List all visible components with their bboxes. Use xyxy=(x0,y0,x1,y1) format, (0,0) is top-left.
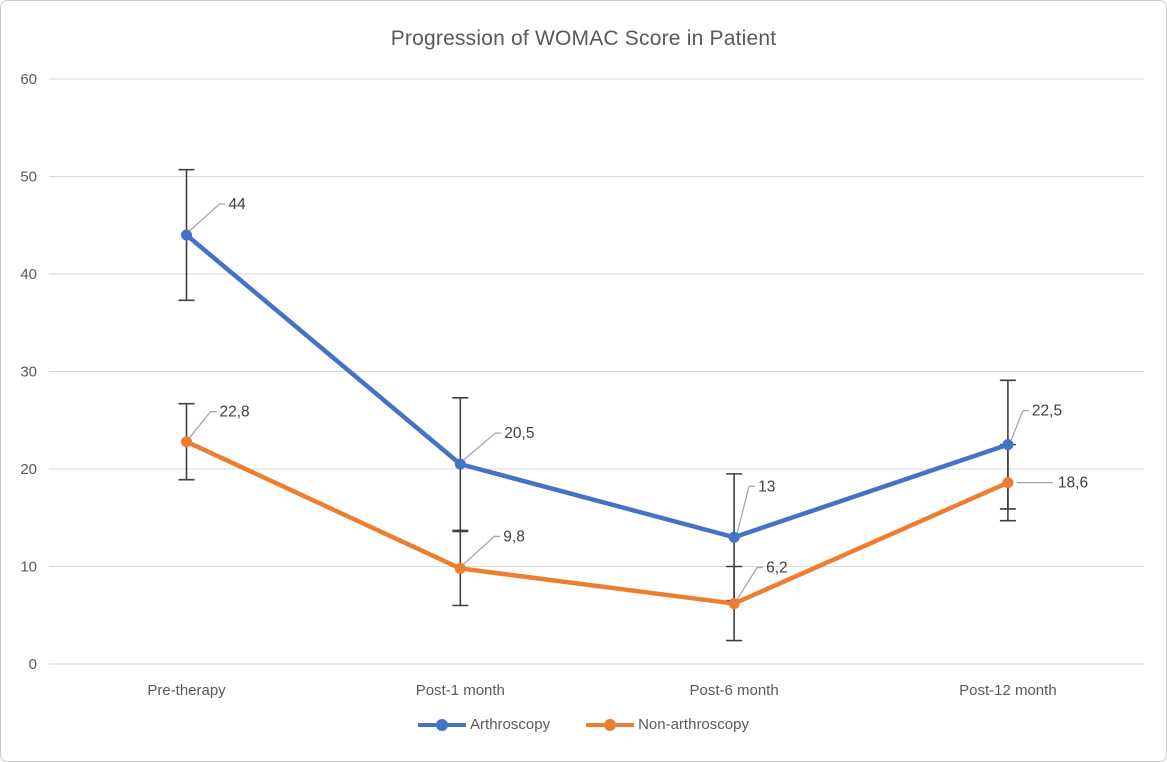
data-point-marker xyxy=(728,598,740,610)
data-label: 13 xyxy=(758,478,775,495)
data-label: 22,8 xyxy=(220,404,250,421)
legend-line-marker-icon xyxy=(586,718,635,731)
data-label-leader xyxy=(736,566,764,600)
data-label-leader xyxy=(1010,409,1029,441)
data-label: 9,8 xyxy=(503,528,525,545)
legend-line-marker-icon xyxy=(418,718,467,731)
data-point-marker xyxy=(454,562,466,574)
data-label: 44 xyxy=(229,196,247,213)
data-point-marker xyxy=(181,436,192,448)
y-axis-tick-label: 60 xyxy=(20,71,37,88)
data-label-leader xyxy=(462,432,502,461)
data-point-marker xyxy=(454,458,466,470)
chart-title: Progression of WOMAC Score in Patient xyxy=(390,27,777,50)
x-axis-category-label: Pre-therapy xyxy=(147,682,226,699)
legend-label: Arthroscopy xyxy=(470,716,551,733)
data-label: 20,5 xyxy=(504,425,534,442)
data-label-leader xyxy=(462,535,501,565)
y-axis-tick-label: 50 xyxy=(20,169,37,186)
legend-item-non-arthroscopy: Non-arthroscopy xyxy=(586,716,749,733)
series-line-arthroscopy xyxy=(184,232,1011,540)
legend-item-arthroscopy: Arthroscopy xyxy=(418,716,550,733)
x-axis-category-label: Post-6 month xyxy=(689,682,778,699)
y-axis-tick-label: 40 xyxy=(20,266,37,283)
data-label: 6,2 xyxy=(766,560,788,577)
legend-label: Non-arthroscopy xyxy=(638,716,749,733)
data-point-marker xyxy=(1002,477,1014,489)
data-label-leader xyxy=(736,485,756,534)
y-axis-tick-label: 20 xyxy=(20,461,37,478)
y-axis-tick-label: 30 xyxy=(20,364,37,381)
data-label: 18,6 xyxy=(1058,475,1088,492)
y-axis-tick-label: 10 xyxy=(20,559,37,576)
x-axis-category-label: Post-12 month xyxy=(959,682,1057,699)
data-point-marker xyxy=(181,229,192,241)
data-label-leader xyxy=(189,203,226,232)
x-axis-category-label: Post-1 month xyxy=(416,682,505,699)
data-label-leader xyxy=(188,411,217,439)
y-axis-tick-label: 0 xyxy=(29,656,37,673)
legend: Arthroscopy Non-arthroscopy xyxy=(1,716,1166,733)
series-line-non-arthroscopy xyxy=(184,439,1011,606)
data-point-marker xyxy=(728,531,740,543)
data-point-marker xyxy=(1002,439,1014,451)
data-label: 22,5 xyxy=(1032,403,1062,420)
